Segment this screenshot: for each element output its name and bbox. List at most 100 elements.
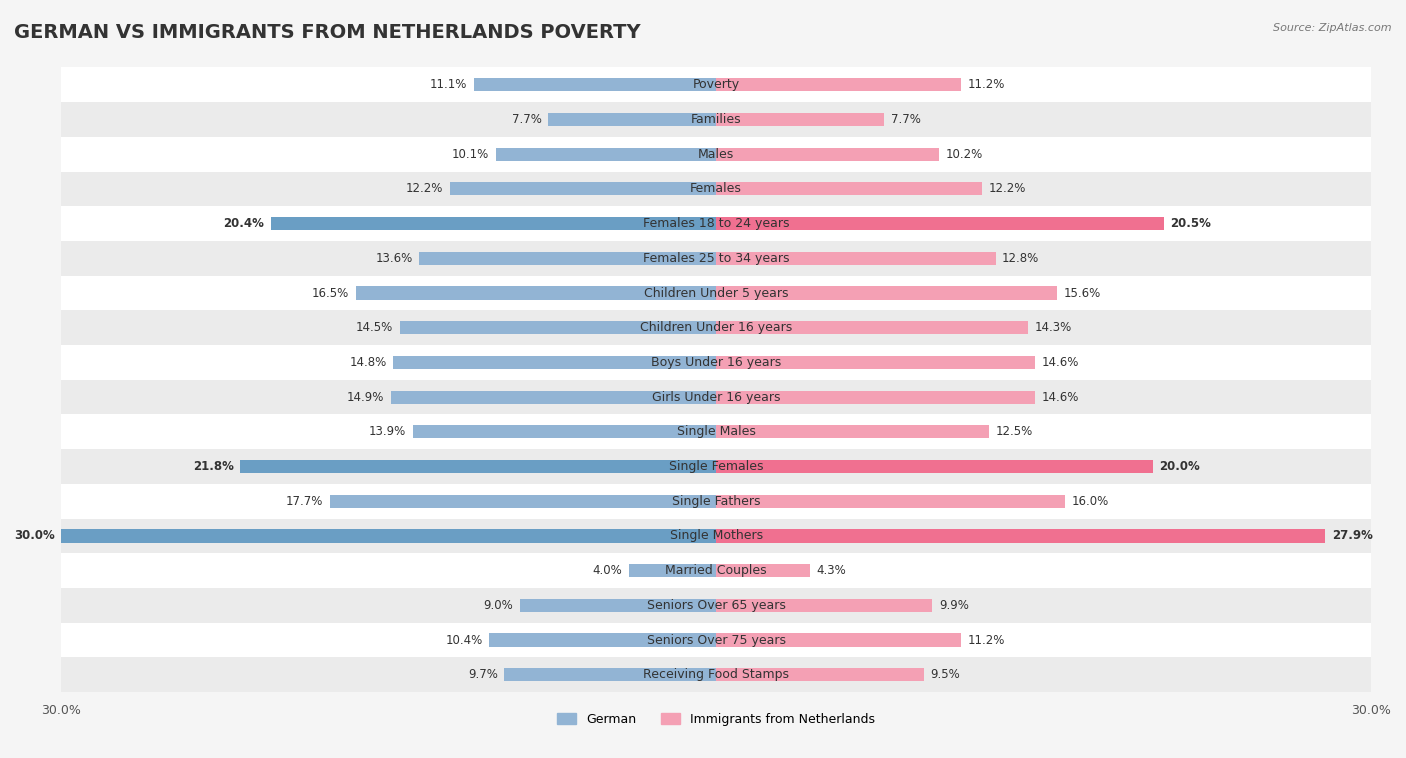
Bar	[716, 425, 988, 438]
Text: 16.5%: 16.5%	[312, 287, 349, 299]
Text: 9.7%: 9.7%	[468, 669, 498, 681]
Text: Males: Males	[697, 148, 734, 161]
Bar	[62, 171, 1371, 206]
Text: 9.0%: 9.0%	[484, 599, 513, 612]
Text: Single Fathers: Single Fathers	[672, 495, 761, 508]
Bar	[496, 148, 716, 161]
Bar	[271, 217, 716, 230]
Bar	[548, 113, 716, 126]
Bar	[716, 356, 1035, 369]
Text: 20.5%: 20.5%	[1170, 217, 1211, 230]
Text: 10.1%: 10.1%	[451, 148, 489, 161]
Bar	[505, 669, 716, 681]
Text: Females: Females	[690, 183, 742, 196]
Bar	[716, 460, 1153, 473]
Text: 21.8%: 21.8%	[193, 460, 233, 473]
Text: 15.6%: 15.6%	[1063, 287, 1101, 299]
Bar	[62, 657, 1371, 692]
Bar	[62, 518, 1371, 553]
Bar	[62, 345, 1371, 380]
Bar	[716, 564, 810, 578]
Text: 4.3%: 4.3%	[817, 564, 846, 577]
Text: GERMAN VS IMMIGRANTS FROM NETHERLANDS POVERTY: GERMAN VS IMMIGRANTS FROM NETHERLANDS PO…	[14, 23, 641, 42]
Text: Girls Under 16 years: Girls Under 16 years	[652, 390, 780, 403]
Bar	[62, 484, 1371, 518]
Text: 17.7%: 17.7%	[285, 495, 323, 508]
Text: Receiving Food Stamps: Receiving Food Stamps	[643, 669, 789, 681]
Text: 12.2%: 12.2%	[988, 183, 1026, 196]
Text: Seniors Over 65 years: Seniors Over 65 years	[647, 599, 786, 612]
Bar	[450, 182, 716, 196]
Text: 10.2%: 10.2%	[945, 148, 983, 161]
Text: 10.4%: 10.4%	[446, 634, 482, 647]
Text: 13.9%: 13.9%	[368, 425, 406, 438]
Bar	[399, 321, 716, 334]
Text: Families: Families	[690, 113, 741, 126]
Text: 9.9%: 9.9%	[939, 599, 969, 612]
Text: Source: ZipAtlas.com: Source: ZipAtlas.com	[1274, 23, 1392, 33]
Text: 12.2%: 12.2%	[406, 183, 443, 196]
Bar	[474, 78, 716, 92]
Bar	[62, 588, 1371, 623]
Bar	[716, 495, 1066, 508]
Bar	[62, 415, 1371, 449]
Text: 12.8%: 12.8%	[1002, 252, 1039, 265]
Text: 16.0%: 16.0%	[1071, 495, 1109, 508]
Bar	[716, 634, 960, 647]
Bar	[628, 564, 716, 578]
Bar	[62, 449, 1371, 484]
Bar	[62, 137, 1371, 171]
Bar	[716, 287, 1057, 299]
Text: 9.5%: 9.5%	[931, 669, 960, 681]
Bar	[394, 356, 716, 369]
Text: 4.0%: 4.0%	[592, 564, 623, 577]
Text: 11.1%: 11.1%	[430, 78, 467, 91]
Bar	[716, 529, 1326, 543]
Text: 11.2%: 11.2%	[967, 634, 1004, 647]
Text: Females 25 to 34 years: Females 25 to 34 years	[643, 252, 789, 265]
Text: 7.7%: 7.7%	[512, 113, 541, 126]
Bar	[716, 321, 1028, 334]
Text: 14.3%: 14.3%	[1035, 321, 1073, 334]
Bar	[62, 102, 1371, 137]
Text: Seniors Over 75 years: Seniors Over 75 years	[647, 634, 786, 647]
Legend: German, Immigrants from Netherlands: German, Immigrants from Netherlands	[553, 708, 880, 731]
Bar	[62, 529, 716, 543]
Text: Children Under 16 years: Children Under 16 years	[640, 321, 792, 334]
Bar	[716, 182, 983, 196]
Bar	[413, 425, 716, 438]
Text: 13.6%: 13.6%	[375, 252, 413, 265]
Bar	[716, 148, 939, 161]
Bar	[330, 495, 716, 508]
Bar	[62, 310, 1371, 345]
Bar	[716, 217, 1164, 230]
Bar	[62, 623, 1371, 657]
Text: Single Females: Single Females	[669, 460, 763, 473]
Text: 27.9%: 27.9%	[1331, 529, 1372, 543]
Text: 14.9%: 14.9%	[347, 390, 384, 403]
Text: Children Under 5 years: Children Under 5 years	[644, 287, 789, 299]
Bar	[419, 252, 716, 265]
Bar	[520, 599, 716, 612]
Bar	[356, 287, 716, 299]
Text: 20.0%: 20.0%	[1160, 460, 1201, 473]
Text: 20.4%: 20.4%	[224, 217, 264, 230]
Text: 11.2%: 11.2%	[967, 78, 1004, 91]
Bar	[62, 276, 1371, 310]
Text: 14.8%: 14.8%	[349, 356, 387, 369]
Text: Married Couples: Married Couples	[665, 564, 766, 577]
Text: 12.5%: 12.5%	[995, 425, 1033, 438]
Bar	[391, 390, 716, 404]
Bar	[716, 78, 960, 92]
Text: 14.6%: 14.6%	[1042, 356, 1078, 369]
Text: 14.6%: 14.6%	[1042, 390, 1078, 403]
Bar	[62, 206, 1371, 241]
Bar	[62, 380, 1371, 415]
Text: 30.0%: 30.0%	[14, 529, 55, 543]
Text: 14.5%: 14.5%	[356, 321, 394, 334]
Bar	[716, 252, 995, 265]
Bar	[489, 634, 716, 647]
Bar	[716, 390, 1035, 404]
Text: 7.7%: 7.7%	[891, 113, 921, 126]
Text: Boys Under 16 years: Boys Under 16 years	[651, 356, 782, 369]
